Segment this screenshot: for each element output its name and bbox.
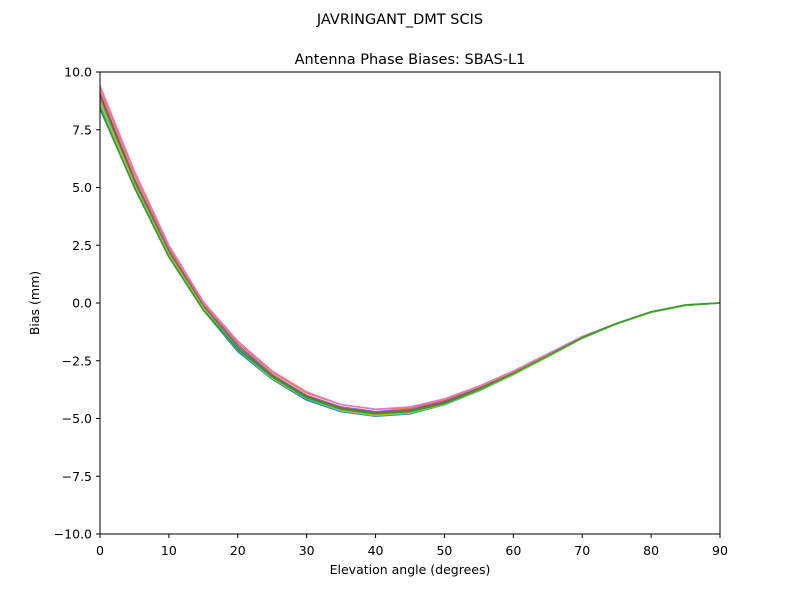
x-tick-label: 40 bbox=[368, 543, 384, 558]
x-tick-label: 20 bbox=[230, 543, 246, 558]
y-axis-label: Bias (mm) bbox=[27, 271, 42, 335]
series-line-9 bbox=[99, 108, 721, 415]
y-axis-ticks: −10.0 −7.5 −5.0 −2.5 0.0 2.5 5.0 7.5 10.0 bbox=[54, 65, 100, 542]
x-tick-label: 60 bbox=[505, 543, 521, 558]
plot-area bbox=[99, 71, 721, 535]
suptitle: JAVRINGANT_DMT SCIS bbox=[316, 12, 483, 28]
y-tick-label: 10.0 bbox=[64, 65, 92, 80]
chart-title: Antenna Phase Biases: SBAS-L1 bbox=[295, 52, 526, 68]
y-tick-label: 2.5 bbox=[72, 238, 92, 253]
x-axis-ticks: 0 10 20 30 40 50 60 70 80 90 bbox=[96, 534, 728, 558]
x-tick-label: 90 bbox=[712, 543, 728, 558]
x-tick-label: 30 bbox=[299, 543, 315, 558]
y-tick-label: 7.5 bbox=[72, 122, 92, 137]
series-layer bbox=[99, 85, 721, 417]
x-axis-label: Elevation angle (degrees) bbox=[330, 562, 491, 577]
y-tick-label: 5.0 bbox=[72, 180, 92, 195]
x-tick-label: 10 bbox=[161, 543, 177, 558]
y-tick-label: −5.0 bbox=[62, 411, 92, 426]
x-tick-label: 70 bbox=[574, 543, 590, 558]
y-tick-label: −7.5 bbox=[62, 469, 92, 484]
y-tick-label: −2.5 bbox=[62, 353, 92, 368]
plot-background bbox=[100, 72, 720, 534]
x-tick-label: 80 bbox=[643, 543, 659, 558]
x-tick-label: 50 bbox=[436, 543, 452, 558]
y-tick-label: 0.0 bbox=[72, 296, 92, 311]
x-tick-label: 0 bbox=[96, 543, 104, 558]
y-tick-label: −10.0 bbox=[54, 527, 92, 542]
